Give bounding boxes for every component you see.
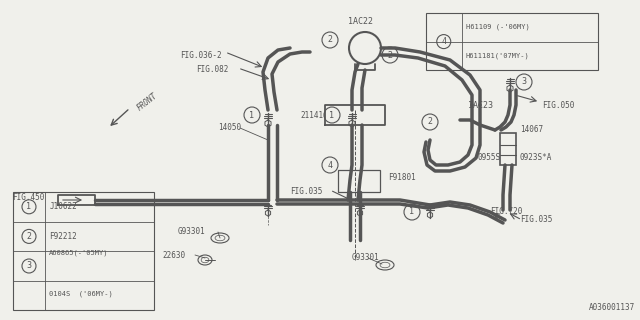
Text: FIG.035: FIG.035 xyxy=(290,188,323,196)
Bar xyxy=(13,192,154,310)
Text: 21141: 21141 xyxy=(300,110,323,119)
Text: 2: 2 xyxy=(26,232,31,241)
Text: 1: 1 xyxy=(26,202,31,211)
Bar xyxy=(338,170,380,192)
Text: FIG.035: FIG.035 xyxy=(520,215,552,225)
Text: FRONT: FRONT xyxy=(135,91,159,113)
Text: 4: 4 xyxy=(328,161,333,170)
Text: 14050: 14050 xyxy=(218,124,241,132)
Text: 0104S  ('06MY-): 0104S ('06MY-) xyxy=(49,290,113,297)
Text: 2: 2 xyxy=(428,117,433,126)
Text: 1AC22: 1AC22 xyxy=(348,18,373,27)
Text: J10622: J10622 xyxy=(49,202,77,211)
Text: 1: 1 xyxy=(250,110,255,119)
Text: 2: 2 xyxy=(387,51,392,60)
Text: 3: 3 xyxy=(522,77,527,86)
Text: 3: 3 xyxy=(26,261,31,270)
Text: 22630: 22630 xyxy=(162,251,185,260)
Text: 1AC23: 1AC23 xyxy=(468,100,493,109)
Bar xyxy=(500,133,516,165)
Text: A60865(-'05MY): A60865(-'05MY) xyxy=(49,250,109,256)
Text: 0955S: 0955S xyxy=(478,153,501,162)
Text: A036001137: A036001137 xyxy=(589,303,635,312)
Text: FIG.720: FIG.720 xyxy=(490,207,522,217)
Text: 1: 1 xyxy=(410,207,415,217)
Text: 0923S*A: 0923S*A xyxy=(520,153,552,162)
Text: 1: 1 xyxy=(330,110,335,119)
Text: FIG.036-2: FIG.036-2 xyxy=(180,51,221,60)
Text: H611181('07MY-): H611181('07MY-) xyxy=(466,53,530,59)
Text: 4: 4 xyxy=(441,37,446,46)
Text: F92212: F92212 xyxy=(49,232,77,241)
Text: FIG.050: FIG.050 xyxy=(542,100,574,109)
Text: F91801: F91801 xyxy=(388,173,416,182)
Text: FIG.082: FIG.082 xyxy=(196,66,228,75)
Text: 14067: 14067 xyxy=(520,125,543,134)
Text: G93301: G93301 xyxy=(352,253,380,262)
Text: 2: 2 xyxy=(328,36,333,44)
Text: G93301: G93301 xyxy=(178,228,205,236)
Text: H61109 (-'06MY): H61109 (-'06MY) xyxy=(466,24,530,30)
Text: FIG.450: FIG.450 xyxy=(12,194,44,203)
Bar xyxy=(426,13,598,70)
